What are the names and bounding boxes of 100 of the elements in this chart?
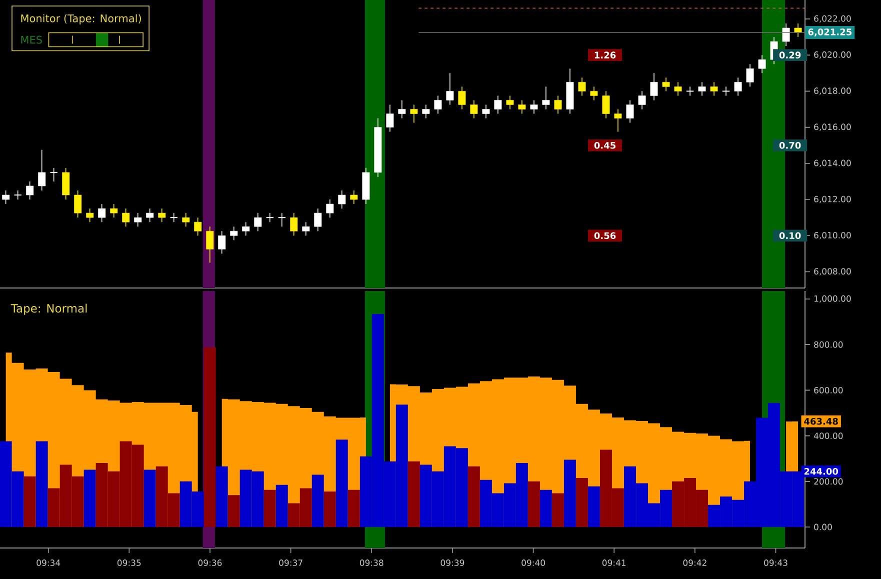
candlestick [410, 104, 418, 124]
candlestick [494, 95, 502, 114]
candlestick [110, 204, 118, 218]
x-tick-label: 09:40 [522, 560, 545, 566]
candlestick [386, 104, 394, 132]
x-tick-label: 09:41 [602, 560, 626, 566]
x-tick-label: 09:34 [36, 560, 60, 566]
candlestick [710, 82, 718, 96]
candlestick [254, 212, 262, 232]
bar [552, 493, 564, 528]
candlestick [638, 90, 646, 110]
candlestick [518, 100, 526, 114]
text: Tape: Normal [10, 304, 87, 315]
text: Monitor (Tape: Normal) [21, 14, 141, 24]
bar [216, 466, 228, 528]
candlestick [746, 64, 754, 88]
y-tick-label: 400.00 [814, 432, 843, 440]
bar [312, 474, 324, 528]
candlestick [74, 190, 82, 218]
annotation: MES [21, 36, 42, 44]
candlestick [326, 199, 334, 218]
y-tick-label: 6,022.00 [814, 15, 851, 23]
candlestick [650, 72, 658, 101]
candlestick [398, 100, 406, 119]
candlestick [458, 86, 466, 110]
bar [276, 484, 288, 528]
bar [564, 460, 576, 528]
annotation: 0.10 [779, 232, 801, 240]
candlestick [782, 23, 790, 46]
candlestick [122, 208, 130, 228]
bar [84, 470, 96, 528]
x-tick-label: 09:35 [117, 560, 141, 566]
candlestick [686, 86, 694, 96]
candlestick [314, 208, 322, 232]
candlestick [446, 72, 454, 106]
bar [228, 495, 240, 528]
bar [540, 490, 552, 528]
candlestick [434, 95, 442, 114]
candlestick [134, 212, 142, 228]
candlestick [350, 190, 358, 204]
candlestick [626, 100, 634, 124]
annotation: 1.26 [594, 52, 616, 58]
candlestick [2, 190, 10, 204]
candlestick [482, 104, 490, 119]
bar [576, 478, 588, 528]
annotation: 244.00 [804, 468, 838, 475]
bar [468, 466, 480, 528]
bar [588, 486, 600, 528]
candlestick [794, 23, 802, 38]
x-tick-label: 09:38 [360, 560, 384, 566]
annotation: 0.29 [779, 52, 801, 58]
y-tick-label: 6,014.00 [814, 160, 851, 168]
candlestick [182, 212, 190, 228]
candlestick [602, 90, 610, 119]
candlestick [662, 77, 670, 92]
ref-line-label: 6,021.25 [808, 28, 852, 36]
candlestick [50, 168, 58, 182]
bar [264, 490, 276, 528]
candlestick [230, 226, 238, 241]
candlestick [758, 54, 766, 74]
candlestick [470, 100, 478, 119]
x-tick-label: 09:42 [683, 560, 706, 566]
y-tick-label: 6,008.00 [814, 268, 851, 276]
bar [408, 461, 420, 528]
candlestick [62, 168, 70, 200]
candlestick [14, 190, 22, 200]
candlestick [290, 212, 298, 236]
y-tick-label: 6,012.00 [814, 196, 851, 204]
bar [36, 441, 48, 528]
candlestick [170, 212, 178, 222]
candlestick [734, 77, 742, 96]
candlestick [338, 190, 346, 209]
annotation: 0.45 [594, 142, 616, 149]
candlestick [146, 208, 154, 222]
candlestick [554, 95, 562, 114]
bar [348, 490, 360, 528]
y-tick-label: 200.00 [814, 478, 843, 485]
annotation: 0.70 [779, 142, 801, 149]
candlestick [278, 212, 286, 228]
y-tick-label: 600.00 [814, 386, 843, 394]
y-tick-label: 6,016.00 [814, 124, 851, 131]
bar [24, 476, 36, 528]
candlestick [194, 217, 202, 236]
candlestick [218, 230, 226, 254]
x-tick-label: 09:39 [440, 560, 464, 566]
bar [336, 440, 348, 528]
candlestick [578, 77, 586, 96]
candlestick [206, 226, 214, 264]
x-tick-label: 09:36 [198, 560, 222, 566]
candlestick [266, 212, 274, 222]
candlestick [86, 208, 94, 222]
candlestick [302, 222, 310, 236]
candlestick [614, 108, 622, 132]
bar [528, 481, 540, 528]
annotation: 463.48 [804, 418, 838, 425]
annotation: 0.56 [594, 232, 616, 240]
candlestick [26, 181, 34, 200]
candlestick [98, 204, 106, 222]
candlestick [722, 86, 730, 96]
x-tick-label: 09:43 [764, 560, 788, 566]
